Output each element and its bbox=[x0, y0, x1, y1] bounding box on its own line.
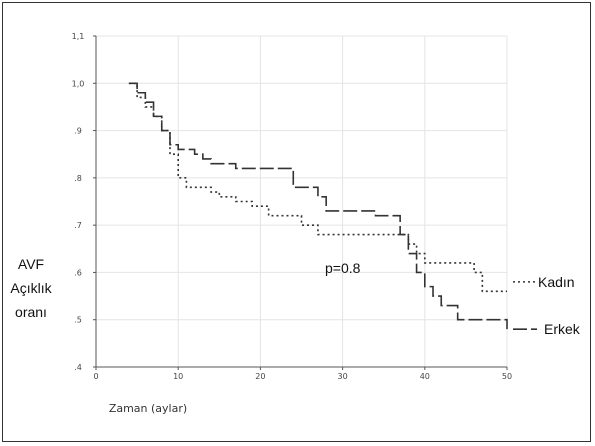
y-axis-label-line-1: AVF bbox=[18, 256, 44, 272]
x-axis-label: Zaman (aylar) bbox=[109, 402, 187, 415]
series-label-erkek: Erkek bbox=[544, 321, 581, 337]
tick-labels: .4 .5 .6 .7 .8 .9 1,0 1,1 0 10 20 30 40 50 bbox=[72, 32, 512, 381]
series-line-1 bbox=[128, 82, 508, 330]
series-lines bbox=[128, 82, 537, 330]
y-tick-label: 1,1 bbox=[72, 32, 85, 41]
y-tick-label: .7 bbox=[74, 221, 82, 230]
figure-frame: .4 .5 .6 .7 .8 .9 1,0 1,1 0 10 20 30 40 50 AVF Açıklı… bbox=[2, 2, 591, 442]
x-tick-label: 50 bbox=[502, 372, 512, 381]
y-tick-label: .4 bbox=[74, 363, 82, 372]
y-tick-label: .9 bbox=[74, 127, 82, 136]
x-tick-label: 20 bbox=[255, 372, 265, 381]
gridlines bbox=[93, 35, 508, 370]
x-tick-label: 0 bbox=[93, 372, 98, 381]
y-tick-label: 1,0 bbox=[72, 79, 85, 88]
y-tick-label: .6 bbox=[74, 268, 82, 277]
x-tick-label: 40 bbox=[420, 372, 430, 381]
series-label-kadin: Kadın bbox=[538, 274, 575, 290]
y-tick-label: .8 bbox=[74, 174, 82, 183]
y-axis-label-line-3: oranı bbox=[15, 304, 47, 320]
axes bbox=[95, 36, 507, 368]
x-tick-label: 30 bbox=[338, 372, 348, 381]
y-axis-label-line-2: Açıklık bbox=[10, 280, 52, 296]
x-tick-label: 10 bbox=[173, 372, 183, 381]
p-value-annotation: p=0.8 bbox=[325, 260, 361, 276]
series-line-0 bbox=[128, 82, 507, 293]
km-chart: .4 .5 .6 .7 .8 .9 1,0 1,1 0 10 20 30 40 50 AVF Açıklı… bbox=[10, 32, 581, 415]
y-tick-label: .5 bbox=[74, 316, 82, 325]
